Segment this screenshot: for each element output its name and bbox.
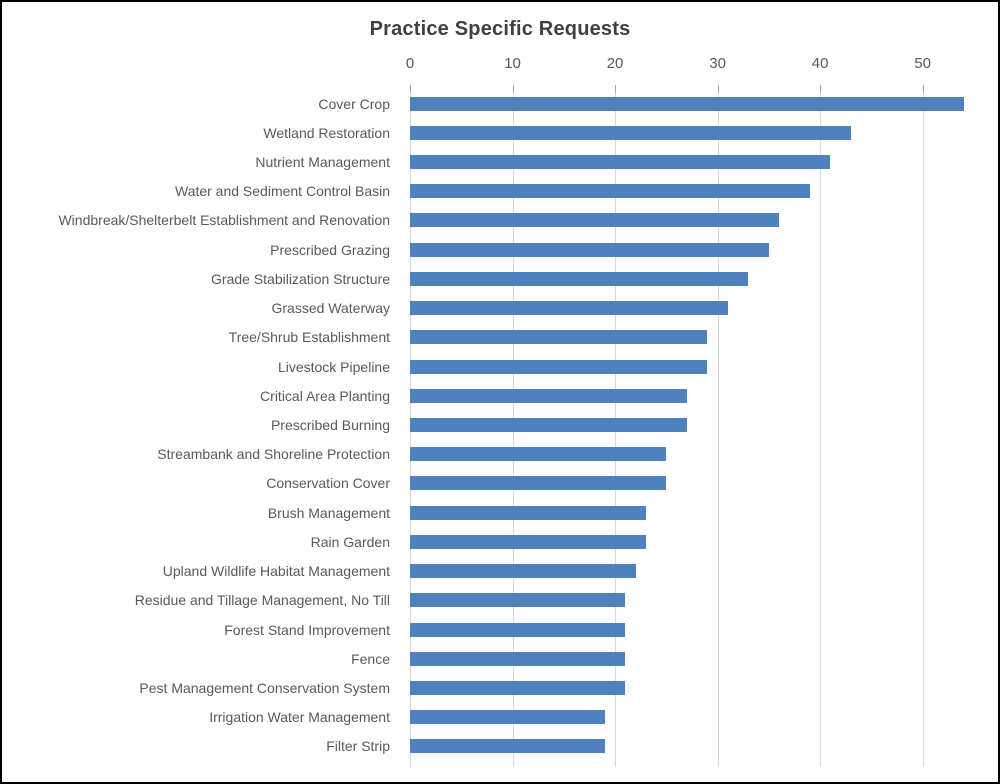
x-axis-tick-label-50: 50 bbox=[914, 55, 931, 72]
bar-row-critical-area-planting: Critical Area Planting bbox=[2, 381, 998, 410]
bar-row-forest-stand-improvement: Forest Stand Improvement bbox=[2, 615, 998, 644]
bar-nutrient-management bbox=[410, 155, 831, 170]
x-axis-tickmark-top-20 bbox=[615, 85, 617, 93]
bar-forest-stand-improvement bbox=[410, 622, 626, 637]
bar-row-cover-crop: Cover Crop bbox=[2, 89, 998, 118]
x-axis-tickmark-bottom-20 bbox=[615, 763, 617, 767]
bar-row-nutrient-management: Nutrient Management bbox=[2, 147, 998, 176]
bar-row-pest-management-conservation-system: Pest Management Conservation System bbox=[2, 673, 998, 702]
bar-rain-garden bbox=[410, 534, 646, 549]
bar-row-wetland-restoration: Wetland Restoration bbox=[2, 118, 998, 147]
x-axis-tickmark-top-40 bbox=[820, 85, 822, 93]
category-label-critical-area-planting: Critical Area Planting bbox=[260, 387, 390, 404]
bar-fence bbox=[410, 651, 626, 666]
category-label-rain-garden: Rain Garden bbox=[310, 533, 390, 550]
bar-row-water-and-sediment-control-basin: Water and Sediment Control Basin bbox=[2, 177, 998, 206]
bar-filter-strip bbox=[410, 739, 605, 754]
bar-row-windbreak-shelterbelt-establishment-and-renovation: Windbreak/Shelterbelt Establishment and … bbox=[2, 206, 998, 235]
bar-livestock-pipeline bbox=[410, 359, 708, 374]
category-label-prescribed-burning: Prescribed Burning bbox=[270, 416, 390, 433]
bar-row-fence: Fence bbox=[2, 644, 998, 673]
bar-conservation-cover bbox=[410, 476, 667, 491]
x-axis-tickmark-bottom-40 bbox=[820, 763, 822, 767]
bar-row-tree-shrub-establishment: Tree/Shrub Establishment bbox=[2, 323, 998, 352]
bar-irrigation-water-management bbox=[410, 710, 605, 725]
bar-row-residue-and-tillage-management-no-till: Residue and Tillage Management, No Till bbox=[2, 586, 998, 615]
x-axis-tickmark-bottom-50 bbox=[922, 763, 924, 767]
x-axis-tickmark-top-30 bbox=[717, 85, 719, 93]
bar-row-livestock-pipeline: Livestock Pipeline bbox=[2, 352, 998, 381]
bar-wetland-restoration bbox=[410, 125, 851, 140]
bar-row-prescribed-burning: Prescribed Burning bbox=[2, 410, 998, 439]
category-label-prescribed-grazing: Prescribed Grazing bbox=[270, 241, 390, 258]
bar-row-streambank-and-shoreline-protection: Streambank and Shoreline Protection bbox=[2, 440, 998, 469]
x-axis-tickmark-bottom-0 bbox=[410, 763, 411, 767]
category-label-nutrient-management: Nutrient Management bbox=[255, 154, 390, 171]
x-axis-tick-label-20: 20 bbox=[606, 55, 624, 72]
category-label-filter-strip: Filter Strip bbox=[326, 738, 390, 755]
category-label-wetland-restoration: Wetland Restoration bbox=[263, 124, 390, 141]
category-label-pest-management-conservation-system: Pest Management Conservation System bbox=[139, 679, 390, 696]
gridline-30 bbox=[717, 93, 719, 763]
bar-tree-shrub-establishment bbox=[410, 330, 708, 345]
category-label-streambank-and-shoreline-protection: Streambank and Shoreline Protection bbox=[157, 446, 390, 463]
bar-upland-wildlife-habitat-management bbox=[410, 564, 636, 579]
category-label-livestock-pipeline: Livestock Pipeline bbox=[277, 358, 390, 375]
x-axis-tick-label-10: 10 bbox=[504, 55, 521, 72]
gridline-50 bbox=[922, 93, 924, 763]
bar-row-brush-management: Brush Management bbox=[2, 498, 998, 527]
category-label-conservation-cover: Conservation Cover bbox=[266, 475, 390, 492]
category-label-residue-and-tillage-management-no-till: Residue and Tillage Management, No Till bbox=[134, 592, 390, 609]
bar-water-and-sediment-control-basin bbox=[410, 184, 810, 199]
x-axis-tickmark-top-10 bbox=[512, 85, 514, 93]
bar-row-grade-stabilization-structure: Grade Stabilization Structure bbox=[2, 264, 998, 293]
bar-prescribed-grazing bbox=[410, 242, 769, 257]
bar-pest-management-conservation-system bbox=[410, 680, 626, 695]
category-label-grassed-waterway: Grassed Waterway bbox=[271, 300, 390, 317]
x-axis-tickmark-top-50 bbox=[922, 85, 924, 93]
chart-title: Practice Specific Requests bbox=[369, 18, 631, 40]
x-axis-tick-label-0: 0 bbox=[405, 55, 415, 72]
x-axis-tickmark-top-0 bbox=[410, 85, 411, 93]
x-axis-tick-label-40: 40 bbox=[811, 55, 829, 72]
bar-prescribed-burning bbox=[410, 417, 687, 432]
bar-grassed-waterway bbox=[410, 301, 728, 316]
bar-residue-and-tillage-management-no-till bbox=[410, 593, 626, 608]
bar-critical-area-planting bbox=[410, 388, 687, 403]
category-label-cover-crop: Cover Crop bbox=[318, 95, 390, 112]
bar-row-prescribed-grazing: Prescribed Grazing bbox=[2, 235, 998, 264]
bar-brush-management bbox=[410, 505, 646, 520]
category-label-fence: Fence bbox=[351, 650, 390, 667]
plot-area: Cover Crop Wetland Restoration Nutrient Ma… bbox=[2, 89, 998, 761]
bar-row-upland-wildlife-habitat-management: Upland Wildlife Habitat Management bbox=[2, 556, 998, 585]
category-label-windbreak-shelterbelt-establishment-and-renovation: Windbreak/Shelterbelt Establishment and … bbox=[58, 212, 390, 229]
category-label-water-and-sediment-control-basin: Water and Sediment Control Basin bbox=[174, 183, 390, 200]
bar-streambank-and-shoreline-protection bbox=[410, 447, 667, 462]
bar-row-filter-strip: Filter Strip bbox=[2, 732, 998, 761]
bar-row-conservation-cover: Conservation Cover bbox=[2, 469, 998, 498]
category-label-grade-stabilization-structure: Grade Stabilization Structure bbox=[211, 270, 390, 287]
category-label-upland-wildlife-habitat-management: Upland Wildlife Habitat Management bbox=[162, 563, 390, 580]
category-label-tree-shrub-establishment: Tree/Shrub Establishment bbox=[228, 329, 390, 346]
category-label-brush-management: Brush Management bbox=[267, 504, 390, 521]
bar-row-rain-garden: Rain Garden bbox=[2, 527, 998, 556]
bar-row-grassed-waterway: Grassed Waterway bbox=[2, 294, 998, 323]
bar-grade-stabilization-structure bbox=[410, 271, 749, 286]
x-axis-tick-label-30: 30 bbox=[709, 55, 726, 72]
category-label-irrigation-water-management: Irrigation Water Management bbox=[209, 709, 390, 726]
category-label-forest-stand-improvement: Forest Stand Improvement bbox=[224, 621, 390, 638]
bar-cover-crop bbox=[410, 96, 964, 111]
bar-windbreak-shelterbelt-establishment-and-renovation bbox=[410, 213, 780, 228]
gridline-40 bbox=[820, 93, 822, 763]
x-axis-tickmark-bottom-30 bbox=[717, 763, 719, 767]
x-axis-tickmark-bottom-10 bbox=[512, 763, 514, 767]
bar-row-irrigation-water-management: Irrigation Water Management bbox=[2, 703, 998, 732]
x-axis: 0 10 20 30 40 50 bbox=[2, 54, 998, 74]
